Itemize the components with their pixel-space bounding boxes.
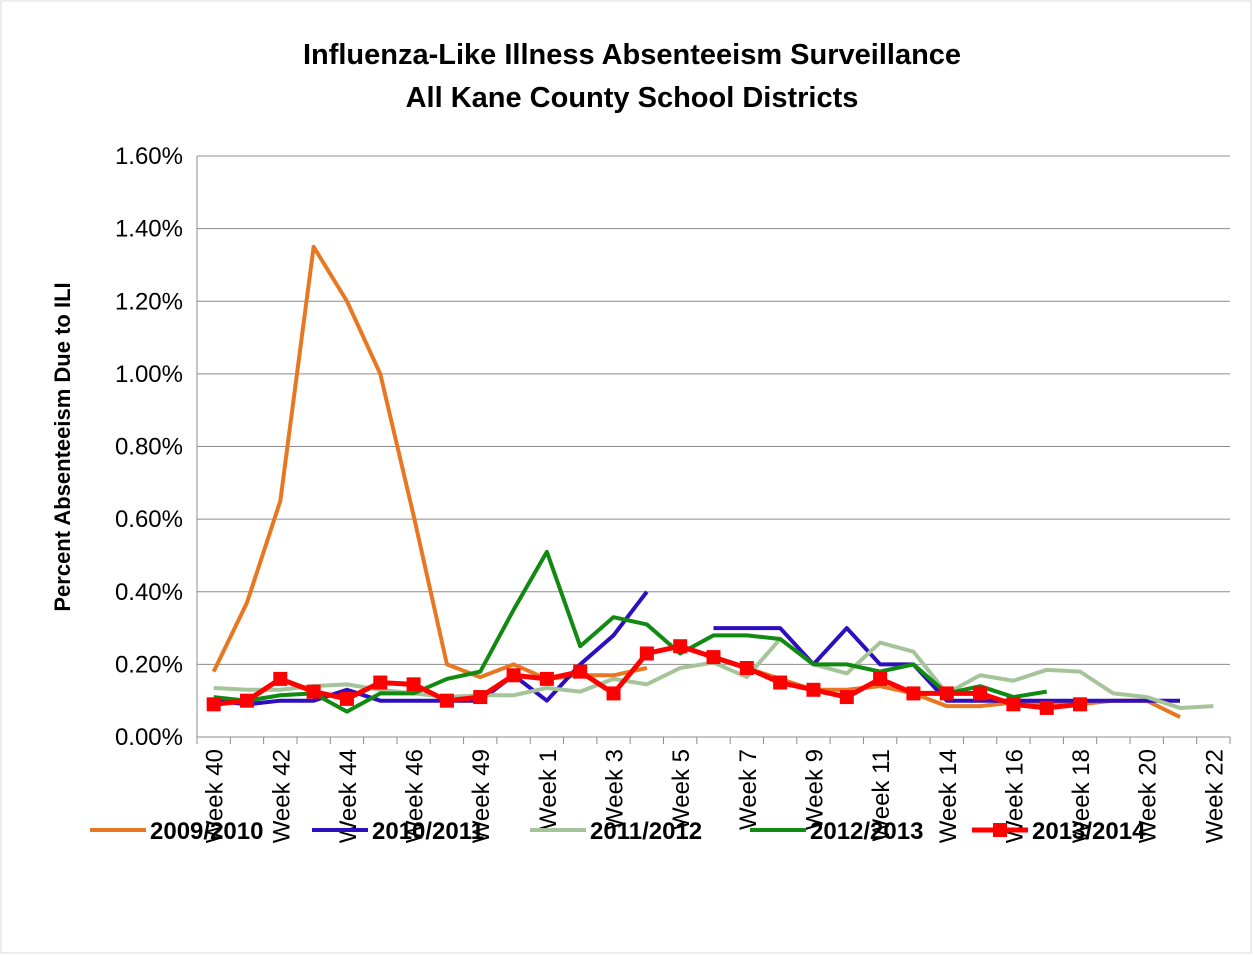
data-marker — [339, 691, 354, 706]
data-marker — [839, 690, 854, 705]
series-line — [713, 626, 1181, 703]
data-marker — [1073, 697, 1088, 712]
x-tick-label: Week 44 — [335, 749, 362, 843]
legend-label: 2011/2012 — [590, 818, 702, 845]
y-tick-label: 1.40% — [115, 216, 183, 243]
y-tick-label: 1.60% — [115, 143, 183, 170]
x-tick-label: Week 42 — [268, 749, 295, 843]
data-marker — [573, 664, 588, 679]
data-marker — [506, 668, 521, 683]
y-tick-label: 1.00% — [115, 361, 183, 388]
y-tick-label: 0.40% — [115, 579, 183, 606]
x-tick-label: Week 20 — [1135, 749, 1162, 843]
data-marker — [273, 671, 288, 686]
chart-title: Influenza-Like Illness Absenteeism Surve… — [303, 39, 961, 71]
data-marker — [406, 677, 421, 692]
y-tick-label: 0.60% — [115, 506, 183, 533]
data-marker — [739, 661, 754, 676]
x-tick-label: Week 9 — [801, 749, 828, 830]
data-marker — [239, 693, 254, 708]
series-line — [213, 549, 1048, 714]
data-marker — [206, 697, 221, 712]
data-marker — [1039, 700, 1054, 715]
data-marker — [606, 686, 621, 701]
data-marker — [539, 671, 554, 686]
data-marker — [473, 690, 488, 705]
x-tick-label: Week 5 — [668, 749, 695, 830]
data-marker — [673, 639, 688, 654]
y-axis-title: Percent Absenteeism Due to ILI — [50, 282, 75, 611]
data-marker — [806, 682, 821, 697]
x-tick-label: Week 46 — [402, 749, 429, 843]
x-tick-label: Week 18 — [1068, 749, 1095, 843]
x-tick-label: Week 1 — [535, 749, 562, 830]
data-marker — [706, 650, 721, 665]
data-marker — [639, 646, 654, 661]
x-tick-label: Week 11 — [868, 749, 895, 842]
x-tick-label: Week 3 — [602, 749, 629, 830]
x-tick-label: Week 40 — [202, 749, 229, 843]
x-tick-label: Week 14 — [935, 749, 962, 843]
legend-label: 2013/2014 — [1032, 818, 1146, 845]
x-tick-label: Week 22 — [1201, 749, 1228, 843]
data-marker — [973, 686, 988, 701]
data-marker — [773, 675, 788, 690]
y-tick-label: 1.20% — [115, 288, 183, 315]
chart-title: All Kane County School Districts — [406, 82, 859, 114]
legend-label: 2009/2010 — [150, 818, 263, 845]
data-marker — [873, 671, 888, 686]
legend-label: 2012/2013 — [810, 818, 923, 845]
data-marker — [1006, 697, 1021, 712]
data-marker — [306, 684, 321, 699]
legend-label: 2010/2011 — [372, 818, 484, 845]
data-marker — [939, 686, 954, 701]
x-tick-label: Week 7 — [735, 749, 762, 830]
y-tick-label: 0.80% — [115, 434, 183, 461]
y-tick-label: 0.00% — [115, 724, 183, 751]
x-tick-label: Week 49 — [468, 749, 495, 843]
legend-marker — [993, 823, 1007, 837]
data-marker — [373, 675, 388, 690]
data-marker — [906, 686, 921, 701]
data-marker — [439, 693, 454, 708]
y-tick-label: 0.20% — [115, 651, 183, 678]
